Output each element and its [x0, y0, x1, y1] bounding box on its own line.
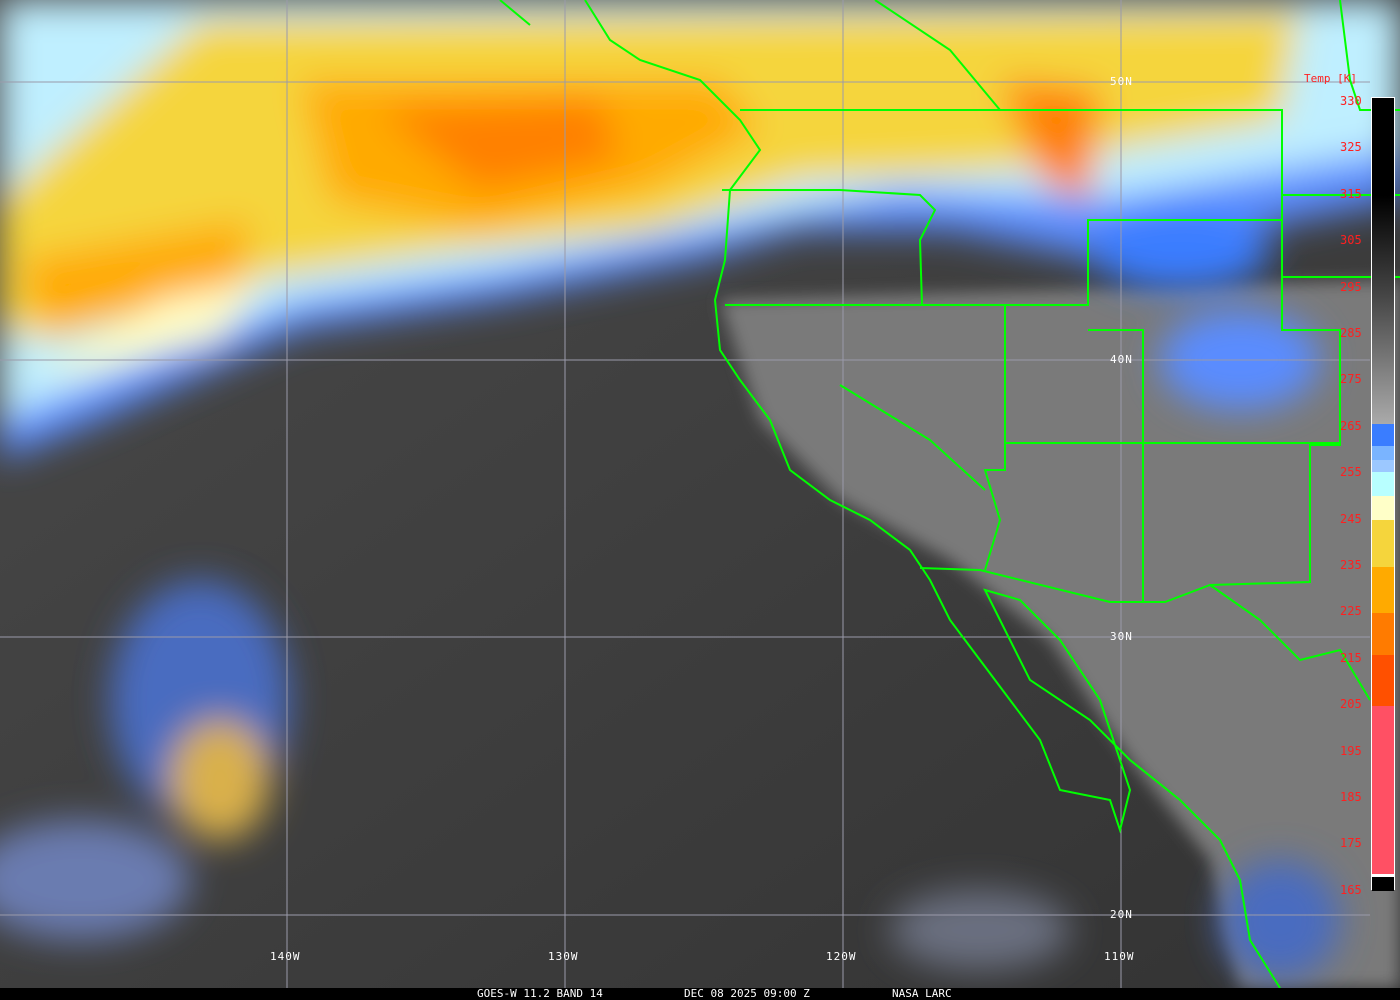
legend-tick-label: 235 — [1340, 558, 1362, 572]
footer-bar: GOES-W 11.2 BAND 14 DEC 08 2025 09:00 Z … — [0, 988, 1400, 1000]
legend-tick-label: 215 — [1340, 650, 1362, 665]
legend-tick-label: 275 — [1340, 372, 1362, 387]
lat-label-30n: 30N — [1110, 630, 1133, 643]
lon-label-130w: 130W — [548, 950, 579, 963]
legend-tick-label: 255 — [1340, 465, 1362, 480]
legend-tick-label: 330 — [1340, 94, 1362, 108]
legend-tick-label: 175 — [1340, 836, 1362, 851]
lat-label-50n: 50N — [1110, 75, 1133, 88]
coastlines-and-borders — [499, 0, 1400, 988]
legend-tick-label: 265 — [1340, 418, 1362, 433]
lat-label-20n: 20N — [1110, 908, 1133, 921]
legend-tick-label: 315 — [1340, 186, 1362, 201]
lat-label-40n: 40N — [1110, 353, 1133, 366]
legend-tick-label: 225 — [1340, 604, 1362, 619]
legend-tick-label: 285 — [1340, 326, 1362, 340]
legend-tick-label: 245 — [1340, 511, 1362, 526]
lon-label-110w: 110W — [1104, 950, 1135, 963]
lon-label-120w: 120W — [826, 950, 857, 963]
product-label: GOES-W 11.2 BAND 14 — [477, 987, 603, 1000]
legend-title: Temp [K] — [1304, 72, 1357, 85]
legend-tick-label: 295 — [1340, 279, 1362, 294]
source-label: NASA LARC — [892, 987, 952, 1000]
datetime-label: DEC 08 2025 09:00 Z — [684, 987, 810, 1000]
lon-label-140w: 140W — [270, 950, 301, 963]
legend-tick-label: 325 — [1340, 140, 1362, 155]
legend-tick-label: 205 — [1340, 697, 1362, 712]
legend-tick-label: 305 — [1340, 233, 1362, 248]
legend-tick-label: 195 — [1340, 743, 1362, 758]
temperature-colorbar — [1371, 97, 1395, 891]
legend-tick-label: 165 — [1340, 882, 1362, 897]
legend-tick-label: 185 — [1340, 790, 1362, 804]
